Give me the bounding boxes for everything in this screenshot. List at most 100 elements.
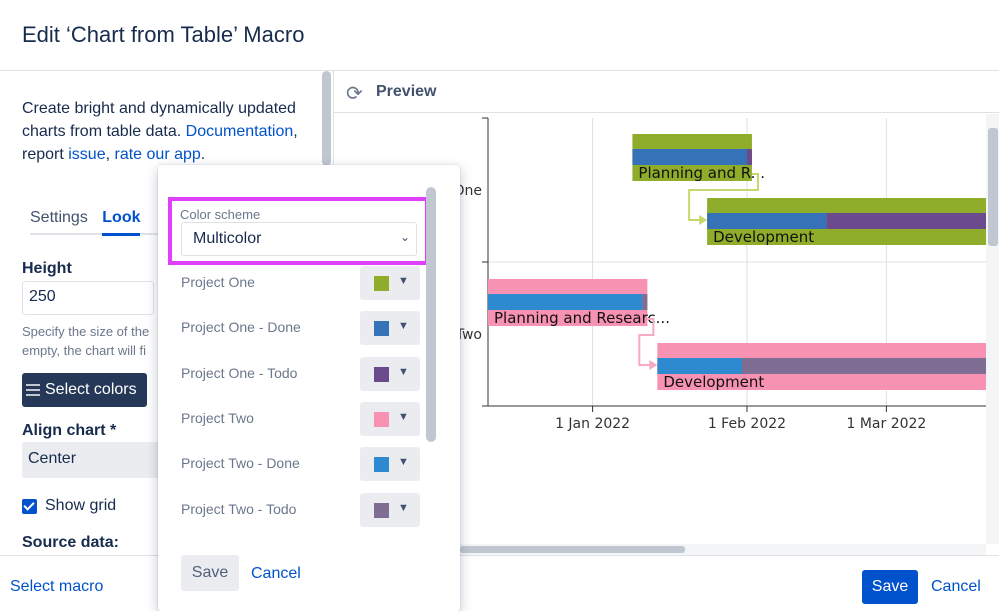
gantt-task-label: Development: [713, 228, 814, 246]
color-row-label: Project Two - Done: [181, 455, 300, 472]
x-tick-label: 1 Jan 2022: [555, 416, 630, 432]
refresh-icon[interactable]: ⟳: [346, 83, 363, 105]
select-colors-button[interactable]: Select colors: [22, 373, 147, 407]
gantt-task-label: Planning and Researc...: [494, 309, 670, 327]
gantt-todo-bar: [746, 149, 752, 165]
dialog-header: Edit ‘Chart from Table’ Macro: [0, 0, 999, 71]
chevron-down-icon: ▼: [398, 275, 409, 287]
height-hint-line-1: Specify the size of the: [22, 324, 150, 339]
tab-underline: [30, 233, 160, 235]
rate-app-link[interactable]: rate our app: [114, 146, 201, 163]
x-tick-label: 1 Mar 2022: [846, 416, 926, 432]
popup-cancel-button[interactable]: Cancel: [251, 565, 301, 582]
description-text: Create bright and dynamically updated ch…: [22, 100, 296, 140]
dependency-arrow: [699, 215, 708, 225]
height-hint-line-2: empty, the chart will fi: [22, 343, 147, 358]
show-grid-label: Show grid: [45, 497, 117, 514]
preview-vertical-scrollbar[interactable]: [986, 114, 999, 544]
cancel-button[interactable]: Cancel: [931, 578, 981, 595]
preview-header: ⟳ Preview: [334, 71, 999, 113]
color-picker-button[interactable]: ▼: [360, 492, 420, 527]
issue-link[interactable]: issue: [68, 146, 106, 163]
color-swatch: [374, 321, 389, 337]
category-label: One: [453, 183, 482, 199]
color-swatch: [374, 276, 389, 291]
gantt-done-bar: [657, 358, 742, 374]
preview-horizontal-scrollbar-thumb[interactable]: [460, 546, 685, 553]
color-row: Project Two - Done ▼: [181, 447, 421, 482]
color-row-label: Project Two - Todo: [181, 500, 297, 517]
color-picker-button[interactable]: ▼: [360, 356, 420, 391]
save-button[interactable]: Save: [862, 570, 918, 604]
height-label: Height: [22, 260, 72, 277]
height-input[interactable]: 250: [22, 281, 154, 315]
tab-look[interactable]: Look: [102, 209, 141, 236]
gantt-todo-bar: [741, 358, 986, 374]
height-hint: Specify the size of the empty, the chart…: [22, 322, 162, 360]
color-swatch: [374, 457, 389, 473]
color-swatch: [374, 411, 389, 427]
settings-scrollbar[interactable]: [321, 71, 331, 555]
color-swatch: [374, 502, 389, 518]
dependency-line: [638, 318, 655, 366]
settings-scrollbar-thumb[interactable]: [322, 71, 331, 166]
settings-panel: Create bright and dynamically updated ch…: [0, 71, 333, 555]
color-row-label: Project One - Todo: [181, 364, 298, 381]
color-row-label: Project Two: [181, 409, 254, 426]
dependency-line: [688, 173, 759, 221]
select-macro-link[interactable]: Select macro: [10, 578, 104, 595]
align-chart-select[interactable]: Center: [22, 442, 162, 478]
gantt-chart-svg: One Two 1 Jan 2022 1 Feb 2022 1 Mar 2022 Plan…: [453, 117, 986, 432]
popup-save-button[interactable]: Save: [181, 555, 239, 591]
settings-tabs: Settings Look: [30, 209, 150, 236]
preview-panel: ⟳ Preview One Two 1 Jan 2022 1 Feb 2022 1 Ma…: [333, 71, 999, 555]
color-picker-button[interactable]: ▼: [360, 401, 420, 436]
gantt-done-bar: [707, 213, 827, 229]
color-row: Project One ▼: [181, 266, 421, 300]
color-row: Project One - Todo ▼: [181, 356, 421, 391]
tab-settings[interactable]: Settings: [30, 209, 88, 226]
color-row: Project Two ▼: [181, 401, 421, 436]
color-picker-button[interactable]: ▼: [360, 447, 420, 482]
color-row: Project Two - Todo ▼: [181, 492, 421, 527]
color-scheme-select[interactable]: Multicolor ⌄: [181, 222, 417, 256]
color-scheme-field: Color scheme Multicolor ⌄: [168, 197, 429, 265]
description-comma: ,: [105, 146, 115, 163]
gantt-done-bar: [488, 294, 643, 310]
color-picker-button[interactable]: ▼: [360, 266, 420, 300]
dependency-arrow: [649, 360, 658, 370]
x-tick-label: 1 Feb 2022: [708, 416, 786, 432]
macro-description: Create bright and dynamically updated ch…: [22, 97, 312, 166]
color-row-label: Project One: [181, 274, 255, 290]
color-scheme-value: Multicolor: [193, 230, 262, 247]
gantt-chart: One Two 1 Jan 2022 1 Feb 2022 1 Mar 2022 Plan…: [334, 114, 986, 544]
description-period: .: [200, 146, 206, 163]
dialog-title: Edit ‘Chart from Table’ Macro: [22, 22, 305, 47]
chevron-down-icon: ▼: [398, 456, 409, 469]
preview-title: Preview: [376, 83, 437, 100]
select-colors-label: Select colors: [45, 381, 137, 398]
source-data-label: Source data:: [22, 534, 119, 551]
color-picker-button[interactable]: ▼: [360, 311, 420, 346]
chevron-down-icon: ▼: [398, 320, 409, 333]
preview-vertical-scrollbar-thumb[interactable]: [988, 128, 998, 246]
gantt-task-label: Planning and R...: [638, 164, 765, 182]
chevron-down-icon: ⌄: [399, 230, 410, 244]
preview-horizontal-scrollbar[interactable]: [334, 544, 986, 555]
gantt-task-label: Development: [663, 373, 764, 391]
color-picker-popup: Color scheme Multicolor ⌄ Project One ▼ Pr…: [158, 165, 460, 611]
gantt-done-bar: [632, 149, 747, 165]
color-swatch: [374, 366, 389, 382]
documentation-link[interactable]: Documentation: [185, 123, 294, 140]
description-separator: , report: [22, 123, 298, 163]
align-chart-label: Align chart *: [22, 422, 117, 439]
color-row: Project One - Done ▼: [181, 311, 421, 346]
category-label: Two: [455, 327, 482, 343]
popup-scrollbar[interactable]: [426, 187, 436, 442]
chevron-down-icon: ▼: [398, 410, 409, 423]
show-grid-option[interactable]: Show grid: [22, 497, 116, 515]
show-grid-checkbox[interactable]: [22, 498, 37, 514]
menu-icon: [26, 381, 40, 399]
color-row-label: Project One - Done: [181, 319, 301, 336]
gantt-todo-bar: [642, 294, 648, 310]
